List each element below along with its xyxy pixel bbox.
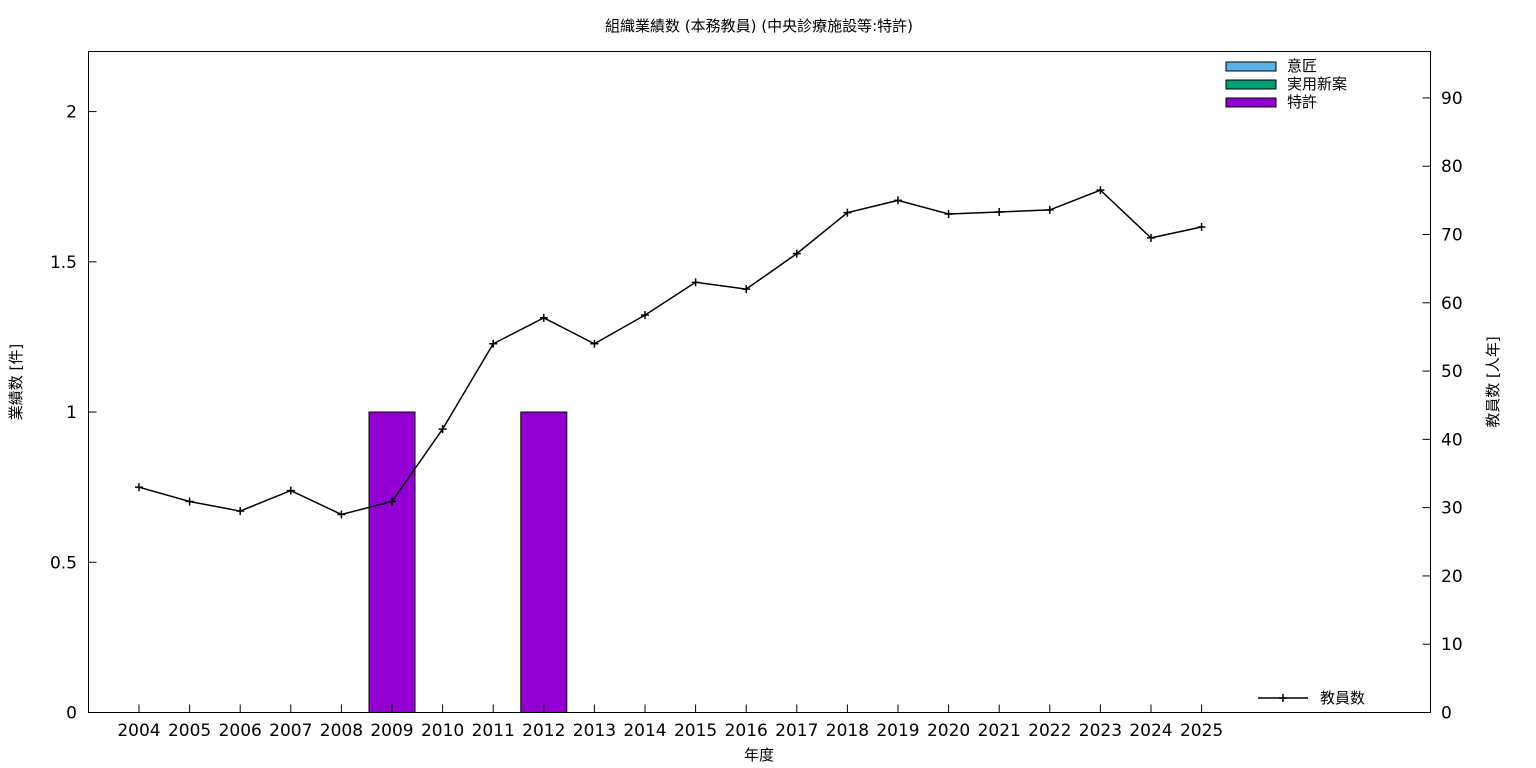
point-教員数-2016 bbox=[742, 285, 751, 294]
point-教員数-2018 bbox=[843, 208, 852, 217]
point-教員数-2007 bbox=[286, 486, 295, 495]
right-tick-label: 30 bbox=[1441, 499, 1463, 519]
left-tick-label: 1 bbox=[66, 403, 77, 423]
bar-特許-2012 bbox=[520, 411, 568, 713]
left-tick-label: 1.5 bbox=[50, 253, 77, 273]
x-tick-label: 2012 bbox=[522, 721, 565, 741]
point-教員数-2008 bbox=[337, 510, 346, 519]
x-axis-title: 年度 bbox=[744, 746, 774, 764]
x-tick-label: 2015 bbox=[674, 721, 717, 741]
x-axis: 2004 2005 2006 2007 2008 2009 2010 2011 2012 2013… bbox=[117, 704, 1223, 741]
right-tick-label: 0 bbox=[1441, 704, 1452, 724]
x-tick-label: 2011 bbox=[472, 721, 515, 741]
left-tick-label: 0 bbox=[66, 704, 77, 724]
right-tick-label: 70 bbox=[1441, 226, 1463, 246]
point-教員数-2009 bbox=[388, 497, 396, 506]
right-tick-label: 20 bbox=[1441, 567, 1463, 587]
point-教員数-2010 bbox=[438, 425, 447, 434]
point-教員数-2006 bbox=[236, 507, 245, 516]
right-axis-title: 教員数 [人年] bbox=[1484, 336, 1502, 427]
right-tick-label: 60 bbox=[1441, 294, 1463, 314]
point-教員数-2011 bbox=[489, 339, 498, 348]
legend-swatch bbox=[1225, 61, 1277, 72]
legend-bottom: 教員数 bbox=[1258, 689, 1365, 707]
legend-label: 教員数 bbox=[1320, 689, 1365, 707]
x-tick-label: 2022 bbox=[1028, 721, 1071, 741]
point-教員数-2012 bbox=[539, 313, 548, 322]
point-教員数-2023 bbox=[1096, 186, 1105, 195]
point-教員数-2017 bbox=[792, 249, 801, 258]
x-tick-label: 2007 bbox=[269, 721, 312, 741]
line-layer bbox=[135, 186, 1206, 519]
point-教員数-2019 bbox=[894, 196, 902, 205]
x-tick-label: 2013 bbox=[573, 721, 616, 741]
legend-item-実用新案: 実用新案 bbox=[1225, 75, 1347, 93]
point-教員数-2014 bbox=[641, 311, 649, 320]
point-教員数-2004 bbox=[135, 483, 143, 492]
line-教員数 bbox=[138, 189, 1202, 516]
x-tick-label: 2004 bbox=[117, 721, 160, 741]
left-axis-title: 業績数 [件] bbox=[7, 344, 25, 420]
plot-frame bbox=[88, 51, 1431, 713]
x-tick-label: 2010 bbox=[421, 721, 464, 741]
point-教員数-2025 bbox=[1197, 222, 1206, 231]
left-tick-label: 0.5 bbox=[50, 553, 77, 573]
x-tick-label: 2008 bbox=[320, 721, 363, 741]
left-tick-label: 2 bbox=[66, 103, 77, 123]
point-教員数-2013 bbox=[590, 339, 599, 348]
legend-item-特許: 特許 bbox=[1225, 93, 1317, 111]
x-tick-label: 2019 bbox=[876, 721, 919, 741]
bars-layer bbox=[368, 411, 568, 713]
right-tick-label: 80 bbox=[1441, 157, 1463, 177]
point-教員数-2024 bbox=[1147, 233, 1155, 242]
bar-特許-2009 bbox=[368, 411, 416, 713]
x-tick-label: 2017 bbox=[775, 721, 818, 741]
x-tick-label: 2009 bbox=[370, 721, 413, 741]
right-tick-label: 50 bbox=[1441, 362, 1463, 382]
point-教員数-2015 bbox=[691, 278, 700, 287]
right-tick-label: 90 bbox=[1441, 89, 1463, 109]
point-教員数-2020 bbox=[944, 210, 953, 219]
x-tick-label: 2016 bbox=[725, 721, 768, 741]
legend-swatch bbox=[1225, 79, 1277, 90]
legend-item-教員数: 教員数 bbox=[1258, 689, 1365, 707]
x-tick-label: 2025 bbox=[1180, 721, 1223, 741]
point-教員数-2022 bbox=[1045, 205, 1054, 214]
x-tick-label: 2018 bbox=[826, 721, 869, 741]
legend-label: 特許 bbox=[1287, 93, 1317, 111]
right-axis: 0 10 20 30 40 50 60 70 80 90 bbox=[1422, 89, 1463, 724]
x-tick-label: 2024 bbox=[1129, 721, 1172, 741]
x-tick-label: 2005 bbox=[168, 721, 211, 741]
x-tick-label: 2006 bbox=[219, 721, 262, 741]
point-教員数-2021 bbox=[995, 207, 1004, 216]
legend-label: 意匠 bbox=[1287, 57, 1317, 75]
x-tick-label: 2021 bbox=[978, 721, 1021, 741]
left-axis: 0 0.5 1 1.5 2 bbox=[50, 103, 97, 724]
x-tick-label: 2014 bbox=[623, 721, 666, 741]
x-tick-label: 2020 bbox=[927, 721, 970, 741]
right-tick-label: 10 bbox=[1441, 635, 1463, 655]
point-教員数-2005 bbox=[185, 497, 194, 506]
x-tick-label: 2023 bbox=[1079, 721, 1122, 741]
legend-label: 実用新案 bbox=[1287, 75, 1347, 93]
right-tick-label: 40 bbox=[1441, 430, 1463, 450]
legend-swatch bbox=[1225, 97, 1277, 108]
chart-title: 組織業績数 (本務教員) (中央診療施設等:特許) bbox=[605, 17, 913, 35]
legend-item-意匠: 意匠 bbox=[1225, 57, 1317, 75]
